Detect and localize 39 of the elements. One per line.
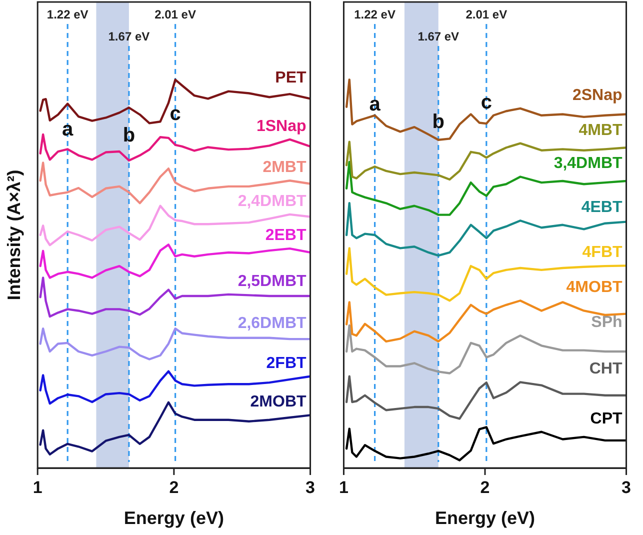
ref-line-label: 1.22 eV bbox=[46, 7, 88, 22]
series-label: 4EBT bbox=[581, 199, 622, 216]
series-label: 2,5DMBT bbox=[238, 272, 306, 290]
y-axis-title: Intensity (A×λ²) bbox=[4, 170, 24, 300]
annotation: a bbox=[62, 118, 74, 141]
annotation: b bbox=[432, 110, 444, 133]
x-tick-label: 2 bbox=[480, 478, 490, 497]
annotation: c bbox=[170, 103, 181, 126]
series-label: 2,6DMBT bbox=[238, 314, 306, 332]
annotation: a bbox=[369, 93, 382, 116]
series-label: SPh bbox=[591, 314, 622, 331]
ref-line-label: 2.01 eV bbox=[154, 7, 196, 22]
series-label: 3,4DMBT bbox=[554, 155, 622, 172]
series-label: 2FBT bbox=[266, 354, 306, 372]
annotation: c bbox=[480, 91, 492, 114]
ref-line-label: 1.67 eV bbox=[108, 29, 150, 44]
x-axis-title: Energy (eV) bbox=[434, 508, 536, 528]
ref-line-label: 1.22 eV bbox=[354, 7, 396, 22]
x-axis-title: Energy (eV) bbox=[124, 508, 224, 528]
series-label: CHT bbox=[589, 360, 622, 378]
x-tick-label: 3 bbox=[622, 478, 632, 497]
series-label: 4FBT bbox=[582, 244, 622, 262]
series-label: CPT bbox=[590, 410, 622, 428]
x-tick-label: 1 bbox=[338, 478, 348, 497]
series-label: 4MBT bbox=[578, 122, 622, 139]
ref-line-label: 1.67 eV bbox=[418, 29, 460, 44]
annotation: b bbox=[122, 124, 136, 146]
ref-line-label: 2.01 eV bbox=[466, 7, 508, 22]
series-label: 2EBT bbox=[265, 227, 306, 244]
x-tick-label: 1 bbox=[32, 478, 42, 497]
series-label: 2SNap bbox=[572, 86, 622, 104]
series-label: 4MOBT bbox=[566, 279, 622, 296]
x-tick-label: 3 bbox=[306, 478, 316, 497]
series-label: 2,4DMBT bbox=[238, 192, 306, 210]
series-label: 2MBT bbox=[262, 159, 306, 176]
series-label: 2MOBT bbox=[250, 394, 306, 411]
x-tick-label: 2 bbox=[169, 478, 179, 497]
series-label: PET bbox=[275, 70, 306, 87]
series-label: 1SNap bbox=[256, 118, 306, 135]
